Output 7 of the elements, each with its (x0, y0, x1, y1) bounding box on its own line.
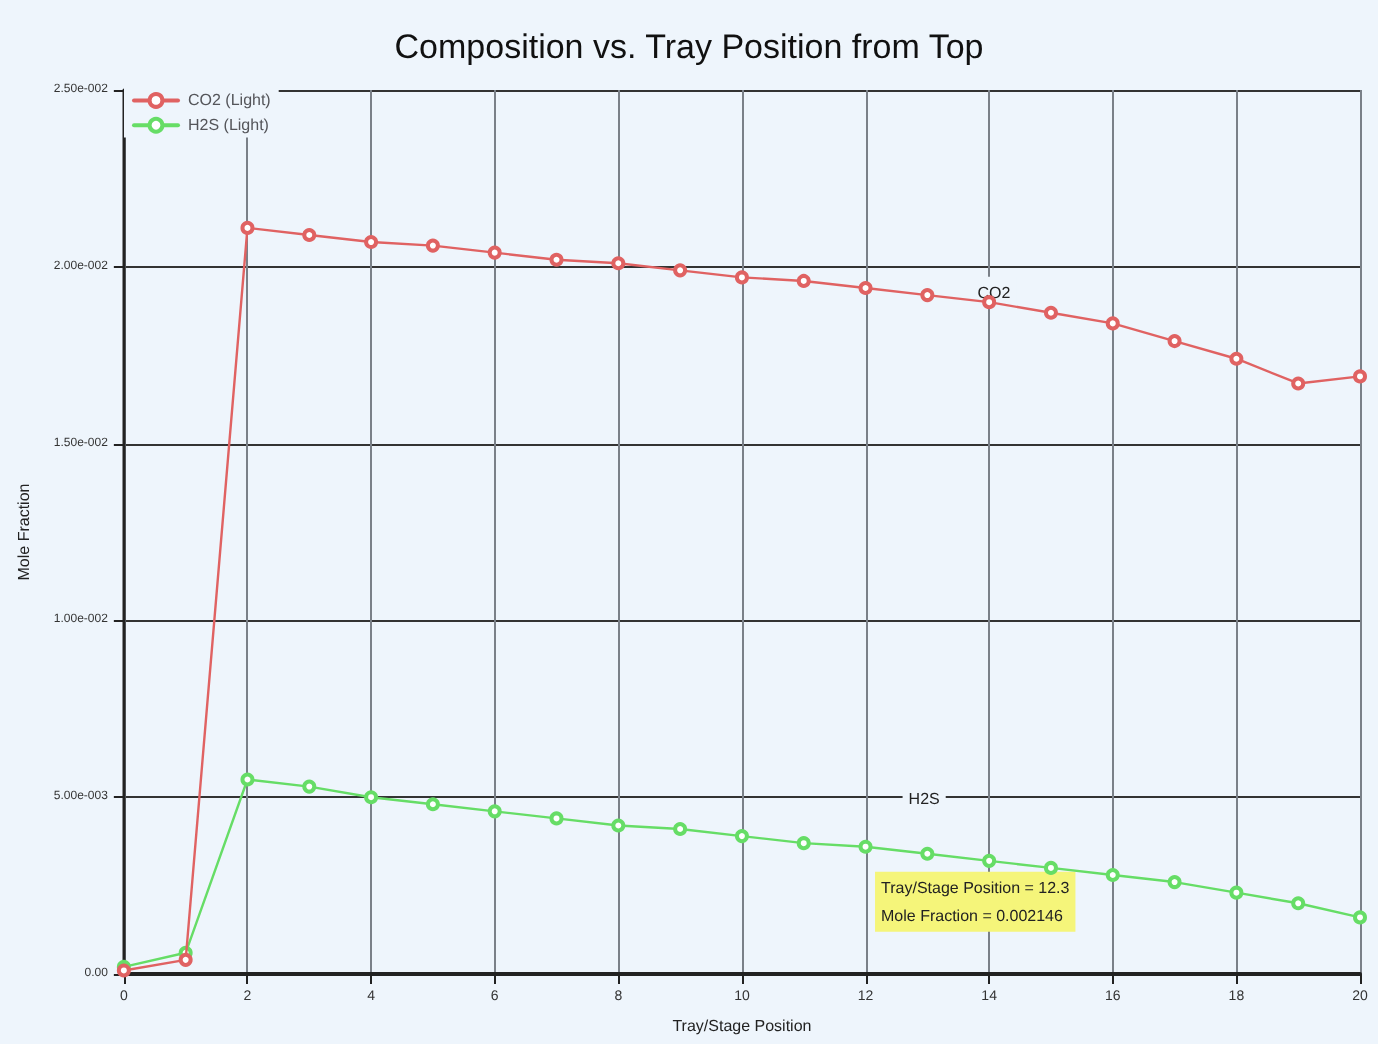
y-axis-title: Mole Fraction (15, 483, 33, 581)
annotation: Tray/Stage Position = 12.3 Mole Fraction = 0.002146 (881, 878, 1071, 925)
chart-title: Composition vs. Tray Position from Top (394, 28, 984, 66)
legend-label: H2S (Light) (188, 116, 270, 135)
legend-label: CO2 (Light) (188, 91, 272, 110)
annotation: H2S (908, 790, 940, 808)
x-axis-title: Tray/Stage Position (672, 1017, 812, 1035)
